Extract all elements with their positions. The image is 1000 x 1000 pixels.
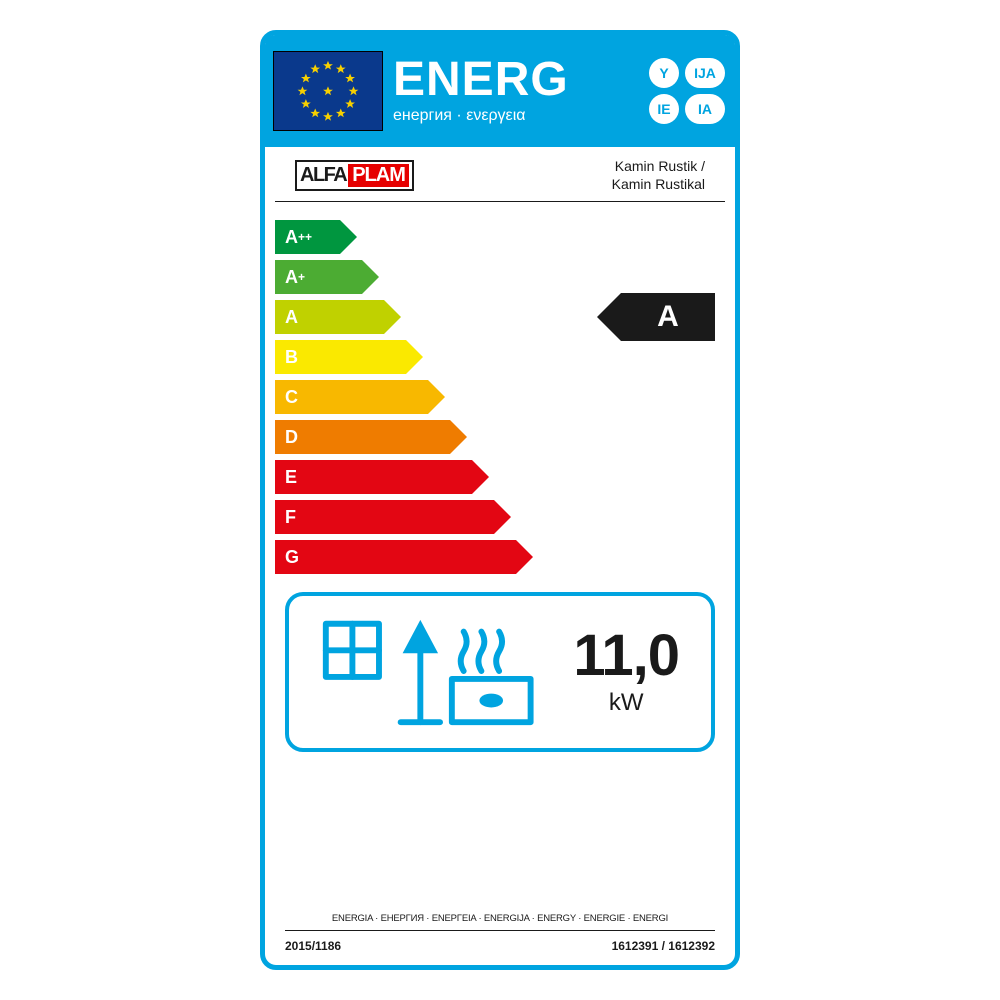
rating-bar-fill: C	[275, 380, 428, 414]
rating-bar-fill: A++	[275, 220, 340, 254]
rating-indicator: A	[621, 293, 715, 341]
suffix-y: Y	[649, 58, 679, 88]
rating-bar: C	[275, 380, 428, 414]
power-number: 11,0	[573, 627, 679, 685]
power-unit: kW	[573, 689, 679, 717]
rating-bar: A++	[275, 220, 340, 254]
energ-subtitle: енергия · ενεργεια	[393, 106, 649, 125]
model-line-2: Kamin Rustikal	[612, 175, 705, 193]
rating-bar-fill: D	[275, 420, 450, 454]
logo-part-1: aLFa	[300, 164, 346, 187]
rating-bar: E	[275, 460, 472, 494]
energ-wordmark: ENERG енергия · ενεργεια	[383, 56, 649, 125]
model-name: Kamin Rustik / Kamin Rustikal	[612, 157, 705, 193]
manufacturer-logo: aLFa PLaM	[295, 160, 414, 191]
rating-bar-fill: G	[275, 540, 516, 574]
energy-word-list: ENERGIA · ЕНЕРГИЯ · ΕΝΕΡΓΕΙΑ · ENERGIJA …	[285, 913, 715, 931]
rating-bar-fill: E	[275, 460, 472, 494]
rating-bar-fill: B	[275, 340, 406, 374]
rating-bar: F	[275, 500, 494, 534]
heat-output-value: 11,0 kW	[563, 627, 699, 717]
rating-bar: A+	[275, 260, 362, 294]
suffix-ia: IA	[685, 94, 725, 124]
energ-suffixes: Y IJA IE IA	[649, 58, 727, 124]
rating-bar-fill: F	[275, 500, 494, 534]
energ-title: ENERG	[393, 56, 649, 104]
spacer	[265, 752, 735, 913]
rating-bar: A	[275, 300, 384, 334]
efficiency-scale: A++A+ABCDEFG A	[275, 220, 725, 580]
logo-part-2: PLaM	[348, 164, 409, 187]
suffix-ija: IJA	[685, 58, 725, 88]
rating-bar: G	[275, 540, 516, 574]
rating-bar: D	[275, 420, 450, 454]
footer: ENERGIA · ЕНЕРГИЯ · ΕΝΕΡΓΕΙΑ · ENERGIJA …	[265, 913, 735, 965]
eu-flag-icon	[273, 51, 383, 131]
energy-label: ENERG енергия · ενεργεια Y IJA IE IA aLF…	[260, 30, 740, 970]
rating-bar-fill: A	[275, 300, 384, 334]
rating-bar: B	[275, 340, 406, 374]
rating-indicator-label: A	[657, 300, 679, 334]
model-line-1: Kamin Rustik /	[612, 157, 705, 175]
rating-bar-fill: A+	[275, 260, 362, 294]
product-codes: 1612391 / 1612392	[612, 939, 715, 953]
suffix-ie: IE	[649, 94, 679, 124]
header: ENERG енергия · ενεργεια Y IJA IE IA	[265, 35, 735, 147]
manufacturer-row: aLFa PLaM Kamin Rustik / Kamin Rustikal	[275, 147, 725, 202]
heater-pictogram-icon	[301, 608, 563, 736]
heat-output-box: 11,0 kW	[285, 592, 715, 752]
regulation-number: 2015/1186	[285, 939, 341, 953]
